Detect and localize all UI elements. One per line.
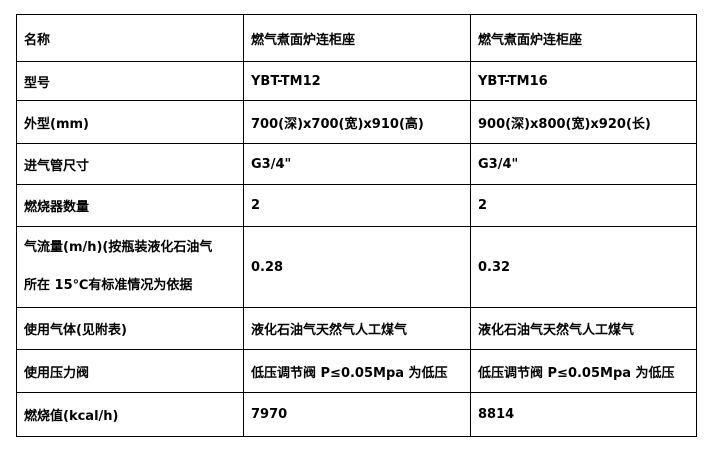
cell-value: 燃气煮面炉连柜座: [470, 14, 697, 62]
cell-text: 燃烧器数量: [24, 200, 90, 215]
cell-value: 低压调节阀 P≤0.05Mpa 为低压: [243, 349, 471, 393]
cell-text: 使用气体(见附表): [24, 323, 127, 338]
table-row: 名称 燃气煮面炉连柜座 燃气煮面炉连柜座: [16, 14, 697, 62]
row-label: 燃烧器数量: [16, 184, 244, 227]
cell-text: 液化石油气天然气人工煤气: [478, 323, 635, 338]
table-row: 气流量(m/h)(按瓶装液化石油气 所在 15℃有标准情况为依据 0.28 0.32: [16, 226, 697, 308]
row-label: 使用气体(见附表): [16, 307, 244, 350]
cell-text: G3/4": [478, 156, 519, 172]
cell-text: 外型(mm): [24, 116, 89, 132]
table-row: 燃烧器数量 2 2: [16, 184, 697, 227]
cell-text: 0.28: [251, 259, 284, 275]
cell-text: 低压调节阀 P≤0.05Mpa 为低压: [478, 365, 675, 381]
cell-text: 燃气煮面炉连柜座: [251, 32, 356, 48]
cell-value: 燃气煮面炉连柜座: [243, 14, 471, 62]
cell-value: 7970: [243, 392, 471, 437]
cell-text: 进气管尺寸: [24, 158, 90, 174]
row-label: 名称: [16, 14, 244, 62]
cell-text: YBT-TM16: [478, 73, 548, 89]
cell-value: YBT-TM12: [243, 61, 471, 101]
row-label: 外型(mm): [16, 100, 244, 144]
table-row: 进气管尺寸 G3/4" G3/4": [16, 143, 697, 185]
cell-text: 名称: [24, 32, 51, 48]
cell-value: 液化石油气天然气人工煤气: [243, 307, 471, 350]
table-row: 外型(mm) 700(深)x700(宽)x910(高) 900(深)x800(宽)x…: [16, 100, 697, 144]
cell-text: 液化石油气天然气人工煤气: [251, 323, 408, 338]
cell-value: 0.32: [470, 226, 697, 308]
cell-text: 气流量(m/h)(按瓶装液化石油气: [24, 240, 213, 255]
cell-value: 700(深)x700(宽)x910(高): [243, 100, 471, 144]
row-label: 使用压力阀: [16, 349, 244, 393]
cell-text: 燃气煮面炉连柜座: [478, 32, 583, 48]
row-label: 燃烧值(kcal/h): [16, 392, 244, 437]
cell-text: 燃烧值(kcal/h): [24, 409, 119, 424]
cell-text: 2: [478, 198, 488, 213]
cell-value: 8814: [470, 392, 697, 437]
cell-value: 低压调节阀 P≤0.05Mpa 为低压: [470, 349, 697, 393]
cell-text: 0.32: [478, 259, 511, 275]
table-row: 燃烧值(kcal/h) 7970 8814: [16, 392, 697, 437]
row-label: 型号: [16, 61, 244, 101]
row-label: 进气管尺寸: [16, 143, 244, 185]
cell-value: 0.28: [243, 226, 471, 308]
cell-text: 700(深)x700(宽)x910(高): [251, 116, 424, 132]
cell-value: G3/4": [470, 143, 697, 185]
cell-value: 900(深)x800(宽)x920(长): [470, 100, 697, 144]
cell-value: 2: [470, 184, 697, 227]
cell-value: 液化石油气天然气人工煤气: [470, 307, 697, 350]
row-label: 气流量(m/h)(按瓶装液化石油气 所在 15℃有标准情况为依据: [16, 226, 244, 308]
cell-text: 所在 15℃有标准情况为依据: [24, 278, 193, 293]
cell-text: YBT-TM12: [251, 73, 321, 89]
cell-text: 7970: [251, 407, 288, 422]
spec-table: 名称 燃气煮面炉连柜座 燃气煮面炉连柜座型号 YBT-TM12 YBT-TM16 外型(m…: [16, 14, 697, 437]
cell-text: 低压调节阀 P≤0.05Mpa 为低压: [251, 365, 448, 381]
cell-text: 型号: [24, 75, 51, 91]
table-row: 型号 YBT-TM12 YBT-TM16: [16, 61, 697, 101]
cell-text: 2: [251, 198, 261, 213]
cell-value: 2: [243, 184, 471, 227]
cell-text: 8814: [478, 407, 515, 422]
cell-text: 900(深)x800(宽)x920(长): [478, 116, 651, 132]
cell-value: G3/4": [243, 143, 471, 185]
cell-value: YBT-TM16: [470, 61, 697, 101]
table-row: 使用压力阀 低压调节阀 P≤0.05Mpa 为低压 低压调节阀 P≤0.05Mpa …: [16, 349, 697, 393]
cell-text: 使用压力阀: [24, 365, 90, 381]
table-row: 使用气体(见附表) 液化石油气天然气人工煤气 液化石油气天然气人工煤气: [16, 307, 697, 350]
cell-text: G3/4": [251, 156, 292, 172]
